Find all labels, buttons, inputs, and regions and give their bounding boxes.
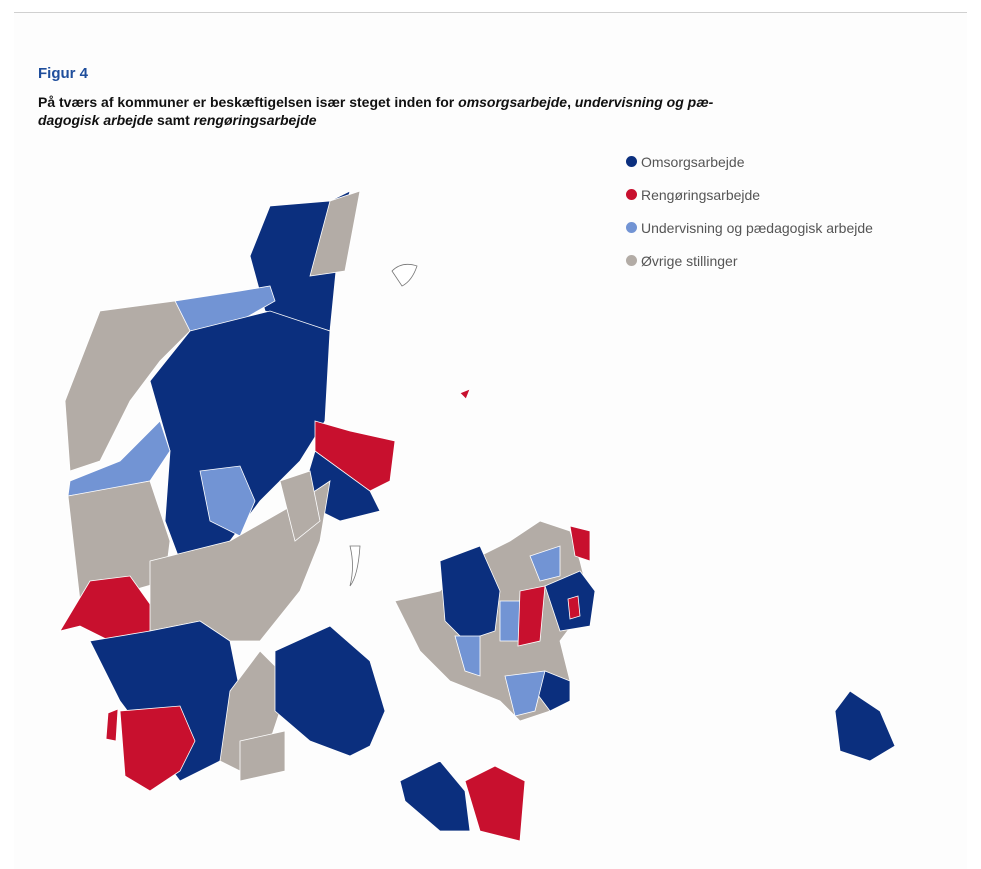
title-part: , <box>567 94 575 110</box>
figure: Figur 4 På tværs af kommuner er beskæfti… <box>14 12 967 869</box>
municipality <box>199 465 256 537</box>
municipality <box>454 635 481 677</box>
legend-label: Øvrige stillinger <box>641 252 738 269</box>
municipality <box>309 190 361 277</box>
legend-label: Rengøringsarbejde <box>641 186 761 203</box>
municipality <box>119 705 196 792</box>
map <box>59 190 896 842</box>
municipality <box>459 388 471 400</box>
municipality <box>569 525 591 562</box>
figure-label: Figur 4 <box>38 65 89 82</box>
municipality <box>567 595 581 620</box>
municipality <box>399 760 471 832</box>
legend: Omsorgsarbejde Rengøringsarbejde Undervisn… <box>626 145 873 277</box>
municipality <box>464 765 526 842</box>
municipality <box>504 670 546 717</box>
title-part: samt <box>153 112 194 128</box>
figure-title: På tværs af kommuner er beskæftigelsen i… <box>38 93 758 129</box>
title-part: På tværs af kommuner er beskæftigelsen i… <box>38 94 459 110</box>
legend-swatch <box>626 255 637 266</box>
municipality <box>529 545 561 582</box>
legend-item: Omsorgsarbejde <box>626 145 873 178</box>
legend-label: Undervisning og pædagogisk arbejde <box>641 219 873 236</box>
legend-swatch <box>626 189 637 200</box>
municipality <box>64 300 191 472</box>
municipality <box>239 730 286 782</box>
title-part: omsorgsarbejde <box>458 94 568 110</box>
title-part: undervisning og pæ­dagogisk arbejde <box>38 94 714 128</box>
legend-item: Rengøringsarbejde <box>626 178 873 211</box>
municipality <box>439 545 501 642</box>
municipality <box>499 600 521 642</box>
municipality <box>517 585 546 647</box>
legend-item: Øvrige stillinger <box>626 244 873 277</box>
municipality <box>279 470 321 542</box>
legend-item: Undervisning og pædagogisk arbejde <box>626 211 873 244</box>
title-part: rengøringsarbejde <box>193 112 317 128</box>
municipality <box>274 625 386 757</box>
municipality <box>105 708 119 742</box>
municipality <box>834 690 896 762</box>
legend-swatch <box>626 156 637 167</box>
legend-label: Omsorgsarbejde <box>641 153 745 170</box>
legend-swatch <box>626 222 637 233</box>
